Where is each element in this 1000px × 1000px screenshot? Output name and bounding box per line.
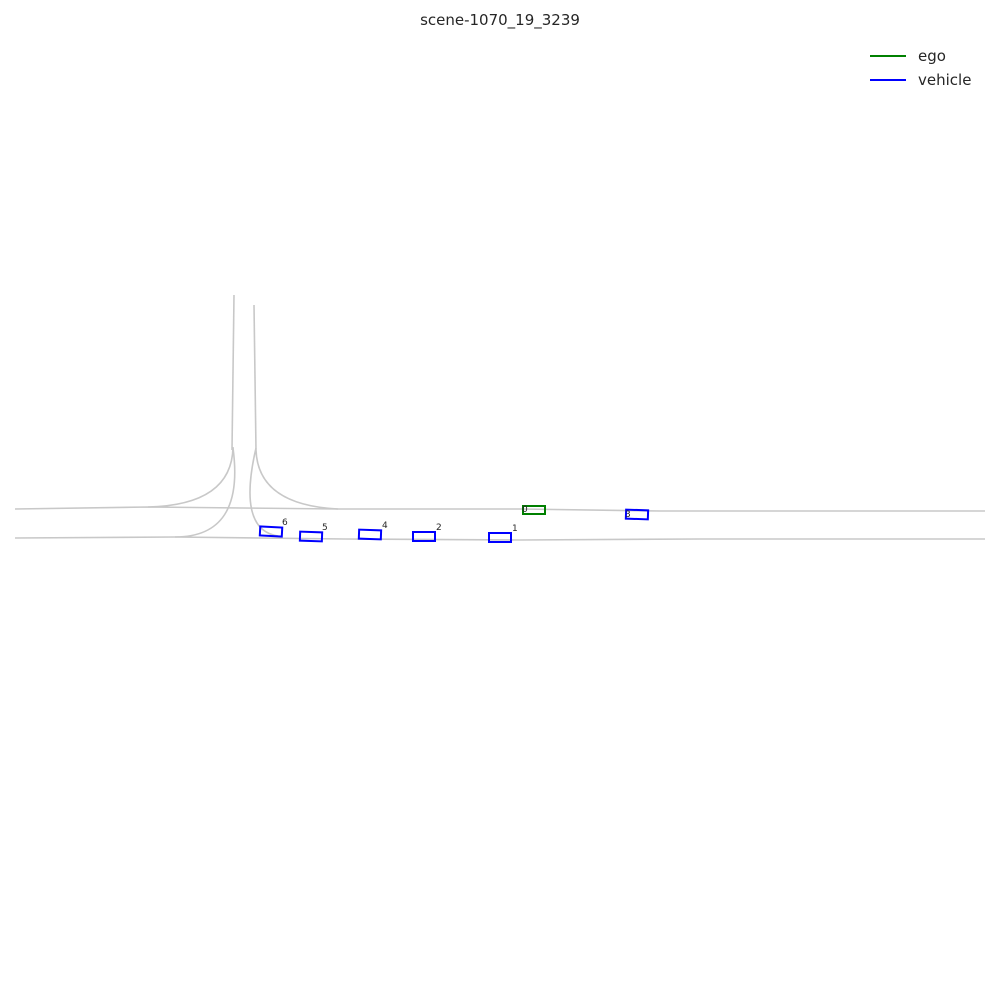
ego-vehicle-box bbox=[522, 505, 546, 515]
agent-label-5: 5 bbox=[322, 523, 328, 533]
connector-right-to-lower bbox=[249, 447, 279, 537]
lane-network bbox=[14, 294, 985, 541]
vehicle-box-1 bbox=[488, 532, 512, 543]
vehicle-box-3 bbox=[624, 508, 650, 521]
agent-label-2: 2 bbox=[436, 523, 442, 533]
agent-label-3: 3 bbox=[625, 510, 631, 520]
lane-boundary-lower bbox=[14, 536, 985, 541]
scene-title: scene-1070_19_3239 bbox=[420, 11, 580, 29]
legend-label-vehicle: vehicle bbox=[918, 71, 972, 89]
vehicle-box-4 bbox=[357, 528, 383, 541]
agents: 0 1 2 3 4 5 6 bbox=[258, 505, 650, 543]
vehicle-box-2 bbox=[412, 531, 436, 542]
legend-swatch-ego bbox=[870, 55, 906, 57]
turn-curve-left bbox=[147, 446, 234, 508]
legend-label-ego: ego bbox=[918, 47, 946, 65]
agent-label-1: 1 bbox=[512, 524, 518, 534]
vehicle-box-5 bbox=[298, 530, 324, 543]
vehicle-box-6 bbox=[258, 525, 284, 538]
legend-item-vehicle: vehicle bbox=[866, 68, 991, 92]
legend: ego vehicle bbox=[866, 44, 991, 92]
turn-curve-right bbox=[255, 449, 339, 510]
agent-label-4: 4 bbox=[382, 521, 388, 531]
connector-left-to-lower bbox=[174, 447, 236, 538]
legend-item-ego: ego bbox=[866, 44, 991, 68]
agent-label-6: 6 bbox=[282, 518, 288, 528]
legend-swatch-vehicle bbox=[870, 79, 906, 81]
side-road-right-boundary bbox=[253, 304, 257, 451]
lane-boundary-upper bbox=[14, 506, 985, 512]
side-road-left-boundary bbox=[231, 294, 235, 451]
agent-label-0: 0 bbox=[522, 505, 528, 515]
